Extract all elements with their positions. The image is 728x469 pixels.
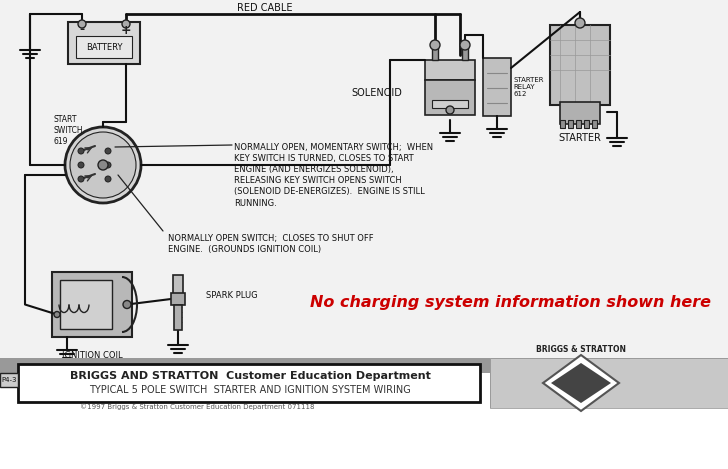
Circle shape: [446, 106, 454, 114]
Circle shape: [105, 162, 111, 168]
Polygon shape: [543, 355, 619, 411]
Text: TYPICAL 5 POLE SWITCH  STARTER AND IGNITION SYSTEM WIRING: TYPICAL 5 POLE SWITCH STARTER AND IGNITI…: [89, 385, 411, 395]
Bar: [0, 358, 728, 373]
Circle shape: [78, 176, 84, 182]
Bar: [592, 120, 597, 128]
Bar: [432, 47, 438, 60]
Bar: [0, 373, 18, 387]
Bar: [550, 25, 610, 105]
Text: RED CABLE: RED CABLE: [237, 3, 293, 13]
Bar: [560, 120, 565, 128]
Circle shape: [70, 132, 136, 198]
Bar: [60, 280, 112, 329]
Bar: [425, 80, 475, 115]
Circle shape: [460, 40, 470, 50]
Circle shape: [54, 311, 60, 318]
Bar: [490, 358, 728, 408]
Bar: [425, 60, 475, 80]
Circle shape: [123, 301, 131, 309]
Bar: [490, 358, 728, 408]
Circle shape: [65, 127, 141, 203]
Circle shape: [78, 148, 84, 154]
Text: SPARK PLUG: SPARK PLUG: [206, 290, 258, 300]
Text: IGNITION COIL: IGNITION COIL: [62, 350, 122, 360]
Text: BRIGGS & STRATTON: BRIGGS & STRATTON: [536, 346, 626, 355]
Bar: [76, 36, 132, 58]
Circle shape: [105, 148, 111, 154]
Circle shape: [98, 160, 108, 170]
Circle shape: [575, 18, 585, 28]
Text: -: -: [79, 23, 84, 37]
Polygon shape: [551, 363, 611, 403]
Bar: [560, 102, 600, 124]
Bar: [432, 100, 468, 108]
Circle shape: [430, 40, 440, 50]
Bar: [584, 120, 589, 128]
Text: +: +: [121, 23, 131, 37]
Bar: [0, 0, 728, 362]
Bar: [568, 120, 573, 128]
Text: BRIGGS AND STRATTON  Customer Education Department: BRIGGS AND STRATTON Customer Education D…: [70, 371, 430, 381]
Text: STARTER: STARTER: [558, 133, 601, 143]
Circle shape: [78, 20, 86, 28]
Text: P4-3: P4-3: [1, 377, 17, 383]
Text: BATTERY: BATTERY: [86, 43, 122, 52]
Bar: [68, 22, 140, 64]
Text: No charging system information shown here: No charging system information shown her…: [310, 295, 711, 310]
Text: STARTER
RELAY
612: STARTER RELAY 612: [513, 76, 544, 98]
Text: ©1997 Briggs & Stratton Customer Education Department 071118: ©1997 Briggs & Stratton Customer Educati…: [80, 404, 314, 410]
Text: START
SWITCH
619: START SWITCH 619: [53, 115, 82, 146]
Bar: [576, 120, 581, 128]
Bar: [171, 293, 185, 305]
Bar: [483, 58, 511, 116]
Circle shape: [105, 176, 111, 182]
Bar: [174, 305, 182, 330]
Circle shape: [122, 20, 130, 28]
Text: SOLENOID: SOLENOID: [351, 88, 402, 98]
Text: NORMALLY OPEN SWITCH;  CLOSES TO SHUT OFF
ENGINE.  (GROUNDS IGNITION COIL): NORMALLY OPEN SWITCH; CLOSES TO SHUT OFF…: [168, 234, 373, 254]
Bar: [173, 275, 183, 295]
Circle shape: [78, 162, 84, 168]
Text: NORMALLY OPEN, MOMENTARY SWITCH;  WHEN
KEY SWITCH IS TURNED, CLOSES TO START
ENG: NORMALLY OPEN, MOMENTARY SWITCH; WHEN KE…: [234, 143, 433, 207]
Bar: [462, 47, 468, 60]
Bar: [18, 364, 480, 402]
Bar: [52, 272, 132, 337]
